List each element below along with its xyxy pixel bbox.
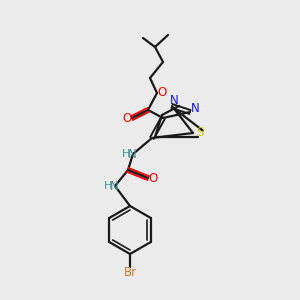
Text: O: O — [158, 86, 166, 100]
Text: N: N — [128, 148, 136, 160]
Text: S: S — [196, 127, 204, 140]
Text: O: O — [148, 172, 158, 184]
Text: Br: Br — [123, 266, 136, 278]
Text: N: N — [110, 179, 118, 193]
Text: N: N — [169, 94, 178, 107]
Text: N: N — [190, 103, 200, 116]
Text: H: H — [104, 181, 112, 191]
Text: H: H — [122, 149, 130, 159]
Text: O: O — [122, 112, 132, 124]
